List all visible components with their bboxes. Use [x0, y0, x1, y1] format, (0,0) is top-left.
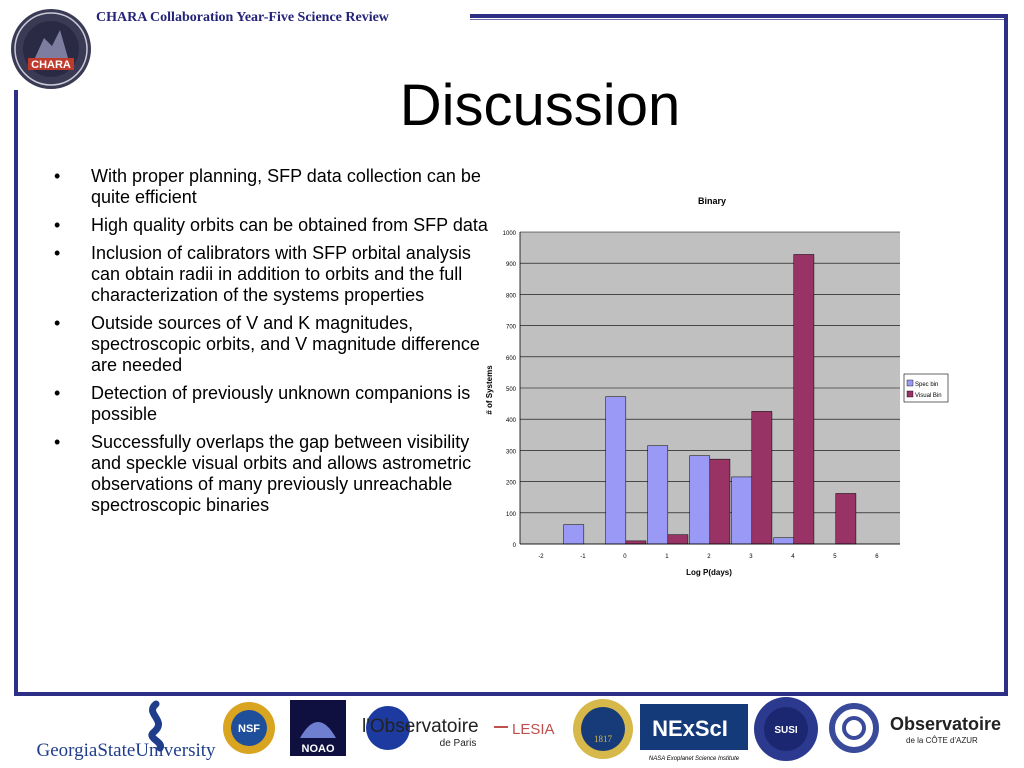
chart-x-tick-label: 5: [833, 554, 837, 560]
bullet-text: Inclusion of calibrators with SFP orbita…: [91, 243, 471, 305]
chart-legend-label: Spec bin: [915, 382, 938, 388]
chart-y-tick-label: 800: [506, 293, 517, 299]
observatoire-paris-logo: l'Observatoire de Paris: [362, 706, 479, 750]
nexsci-logo: NExScI NASA Exoplanet Science Institute: [640, 704, 748, 762]
chart-x-tick-label: 3: [749, 554, 753, 560]
frame-bottom-line: [14, 692, 1008, 696]
chart-y-tick-label: 600: [506, 356, 517, 362]
bullet-marker: •: [54, 313, 61, 333]
chart-x-tick-label: 6: [875, 554, 879, 560]
chart-bar: [709, 458, 731, 545]
bullet-item: • Successfully overlaps the gap between v…: [54, 432, 494, 516]
chart-bar: [689, 455, 711, 545]
chart-bar: [793, 254, 815, 545]
cote-azur-text: Observatoire: [890, 714, 1001, 734]
chart-y-tick-label: 300: [506, 449, 517, 455]
chara-logo-text: CHARA: [31, 59, 71, 71]
bullet-list: • With proper planning, SFP data collecti…: [54, 166, 494, 523]
susi-logo-text: SUSI: [774, 725, 798, 736]
chart-x-tick-label: 1: [665, 554, 669, 560]
nsf-logo: NSF: [223, 702, 275, 754]
bullet-text: High quality orbits can be obtained from…: [91, 215, 488, 235]
chart-y-tick-label: 500: [506, 387, 517, 393]
swirl-logo: [829, 703, 879, 753]
chart-y-label: # of Systems: [485, 365, 494, 415]
bullet-item: • With proper planning, SFP data collecti…: [54, 166, 494, 208]
lesia-logo-text: LESIA: [512, 721, 555, 738]
gsu-logo-text: GeorgiaStateUniversity: [36, 740, 216, 761]
chart-y-tick-label: 1000: [503, 231, 517, 237]
bullet-marker: •: [54, 215, 61, 235]
frame-right-line: [1004, 14, 1008, 696]
bullet-text: Successfully overlaps the gap between vi…: [91, 432, 472, 515]
binary-chart: Binary # of Systems Log P(days) 0 100 200 3…: [485, 196, 949, 577]
chart-legend-swatch: [906, 390, 914, 398]
cote-azur-subtext: de la CÔTE d'AZUR: [906, 736, 978, 745]
bullet-item: • High quality orbits can be obtained fro…: [54, 215, 494, 236]
bullet-item: • Outside sources of V and K magnitudes, …: [54, 313, 494, 376]
lesia-logo: LESIA: [494, 721, 555, 738]
bullet-marker: •: [54, 383, 61, 403]
slide-title: Discussion: [399, 73, 681, 138]
chart-x-tick-label: 4: [791, 554, 795, 560]
chart-bar: [731, 476, 753, 545]
noao-logo: NOAO: [290, 700, 346, 756]
chara-logo: CHARA: [11, 9, 91, 89]
chart-y-tick-label: 900: [506, 262, 517, 268]
nexsci-logo-subtext: NASA Exoplanet Science Institute: [649, 756, 740, 762]
observatoire-paris-subtext: de Paris: [440, 738, 477, 749]
bullet-text: Detection of previously unknown companio…: [91, 383, 471, 424]
chart-bar: [647, 445, 669, 545]
cote-azur-logo: Observatoire de la CÔTE d'AZUR: [890, 714, 1001, 745]
observatoire-paris-text: l'Observatoire: [362, 716, 479, 737]
noao-logo-text: NOAO: [302, 743, 335, 755]
chart-y-tick-label: 700: [506, 325, 517, 331]
bullet-item: • Inclusion of calibrators with SFP orbit…: [54, 243, 494, 306]
chart-x-label: Log P(days): [686, 568, 732, 577]
susi-logo: SUSI: [754, 697, 818, 761]
chart-y-tick-label: 0: [513, 543, 517, 549]
nsf-logo-text: NSF: [238, 723, 260, 735]
chart-bar: [773, 537, 795, 545]
chart-title: Binary: [698, 196, 726, 206]
frame-top-thin-line: [470, 19, 1008, 20]
chart-bar: [605, 396, 627, 545]
chart-x-tick-label: 0: [623, 554, 627, 560]
bullet-marker: •: [54, 166, 61, 186]
gsu-logo: GeorgiaStateUniversity: [36, 700, 216, 761]
chart-legend-swatch: [906, 379, 914, 387]
frame-top-line: [470, 14, 1008, 18]
chart-bar: [625, 540, 647, 545]
chart-bar: [563, 524, 585, 545]
header-title: CHARA Collaboration Year-Five Science Re…: [96, 10, 389, 25]
chart-y-tick-label: 400: [506, 418, 517, 424]
chart-y-tick-label: 100: [506, 512, 517, 518]
chart-bar: [667, 534, 689, 545]
chart-legend: [903, 373, 949, 403]
bullet-item: • Detection of previously unknown compani…: [54, 383, 494, 425]
chart-x-tick-label: 2: [707, 554, 711, 560]
chart-x-tick-label: -1: [580, 554, 586, 560]
chart-y-tick-label: 200: [506, 481, 517, 487]
nexsci-logo-text: NExScI: [652, 716, 728, 741]
bullet-text: With proper planning, SFP data collectio…: [91, 166, 481, 207]
michigan-seal-logo: 1817: [573, 699, 633, 759]
bullet-text: Outside sources of V and K magnitudes, s…: [91, 313, 480, 375]
michigan-seal-text: 1817: [594, 734, 613, 744]
bullet-marker: •: [54, 432, 61, 452]
chart-x-tick-label: -2: [538, 554, 544, 560]
sponsor-logos: GeorgiaStateUniversity NSF NOAO l'Observ…: [0, 696, 1024, 768]
chart-legend-label: Visual Bin: [915, 393, 942, 399]
frame-left-line: [14, 90, 18, 696]
chart-bar: [835, 493, 857, 545]
chart-bar: [751, 411, 773, 545]
bullet-marker: •: [54, 243, 61, 263]
